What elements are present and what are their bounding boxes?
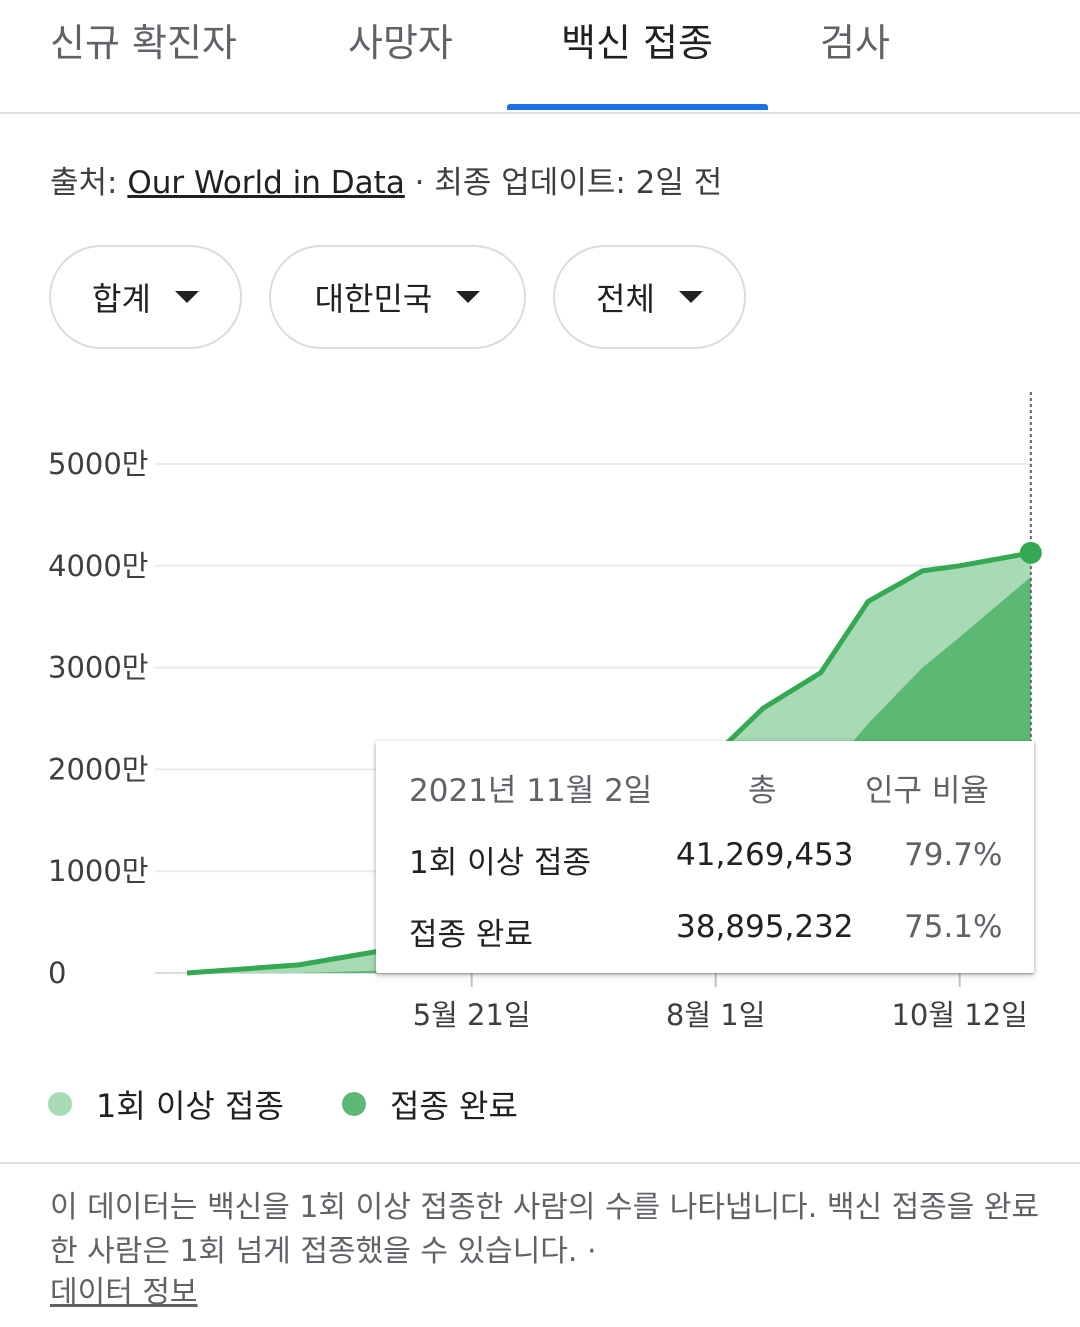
x-tick-label: 5월 21일 [413, 998, 531, 1032]
y-tick-label: 1000만 [48, 854, 148, 888]
y-tick-label: 2000만 [48, 752, 148, 786]
dropdown-caret-icon [456, 291, 481, 303]
y-tick-label: 4000만 [48, 549, 148, 583]
tab-vaccination[interactable]: 백신 접종 [561, 21, 713, 65]
chart-axes: 0 1000만 2000만 3000만 4000만 5000만 5월 21일 8월 1일 10월… [48, 447, 1028, 1032]
filter-chip-country[interactable]: 대한민국 [269, 245, 526, 349]
tooltip-col-total: 총 [748, 773, 777, 809]
filter-chip-total-label: 합계 [92, 280, 151, 318]
chart-hover [1019, 392, 1042, 973]
tooltip-date: 2021년 11월 2일 [409, 773, 653, 809]
tooltip-row-total: 38,895,232 [676, 909, 854, 945]
tab-bar: 신규 확진자 사망자 백신 접종 검사 [0, 0, 1080, 114]
tab-tests[interactable]: 검사 [820, 21, 890, 65]
legend-swatch [342, 1092, 366, 1116]
data-info-link[interactable]: 데이터 정보 [50, 1275, 198, 1310]
source-prefix: 출처: [50, 165, 128, 201]
filter-chip-country-label: 대한민국 [314, 280, 433, 318]
divider [0, 1162, 1080, 1164]
filter-chip-age[interactable]: 전체 [553, 245, 746, 349]
y-tick-label: 3000만 [48, 651, 148, 685]
filter-chip-age-label: 전체 [596, 280, 655, 318]
chart-tooltip: 2021년 11월 2일 총 인구 비율 1회 이상 접종 41,269,453… [376, 741, 1034, 973]
tooltip-row-label: 1회 이상 접종 [409, 845, 592, 881]
x-tick-label: 8월 1일 [666, 998, 765, 1032]
dropdown-caret-icon [678, 291, 703, 303]
legend-item-first-dose[interactable]: 1회 이상 접종 [48, 1082, 284, 1126]
dropdown-caret-icon [174, 291, 199, 303]
legend-label: 1회 이상 접종 [96, 1087, 284, 1125]
tab-new-cases[interactable]: 신규 확진자 [50, 21, 237, 65]
legend-item-fully-vaccinated[interactable]: 접종 완료 [342, 1082, 518, 1126]
source-line: 출처: Our World in Data · 최종 업데이트: 2일 전 [50, 157, 722, 202]
tooltip-col-ratio: 인구 비율 [865, 773, 989, 809]
last-updated: · 최종 업데이트: 2일 전 [404, 165, 723, 201]
tooltip-row-label: 접종 완료 [409, 917, 533, 953]
active-tab-indicator [507, 104, 768, 110]
x-tick-label: 10월 12일 [891, 998, 1027, 1032]
hover-point [1019, 541, 1042, 564]
y-tick-label: 0 [48, 956, 66, 990]
tooltip-row-total: 41,269,453 [676, 837, 854, 873]
source-link[interactable]: Our World in Data [127, 165, 405, 201]
tooltip-row-ratio: 75.1% [904, 909, 1003, 945]
legend-swatch [48, 1092, 72, 1116]
legend-label: 접종 완료 [390, 1087, 518, 1125]
filter-chip-total[interactable]: 합계 [49, 245, 242, 349]
tab-deaths[interactable]: 사망자 [348, 21, 453, 65]
data-note: 이 데이터는 백신을 1회 이상 접종한 사람의 수를 나타냅니다. 백신 접종… [50, 1190, 1040, 1269]
tooltip-row-ratio: 79.7% [904, 837, 1003, 873]
y-tick-label: 5000만 [48, 447, 148, 481]
